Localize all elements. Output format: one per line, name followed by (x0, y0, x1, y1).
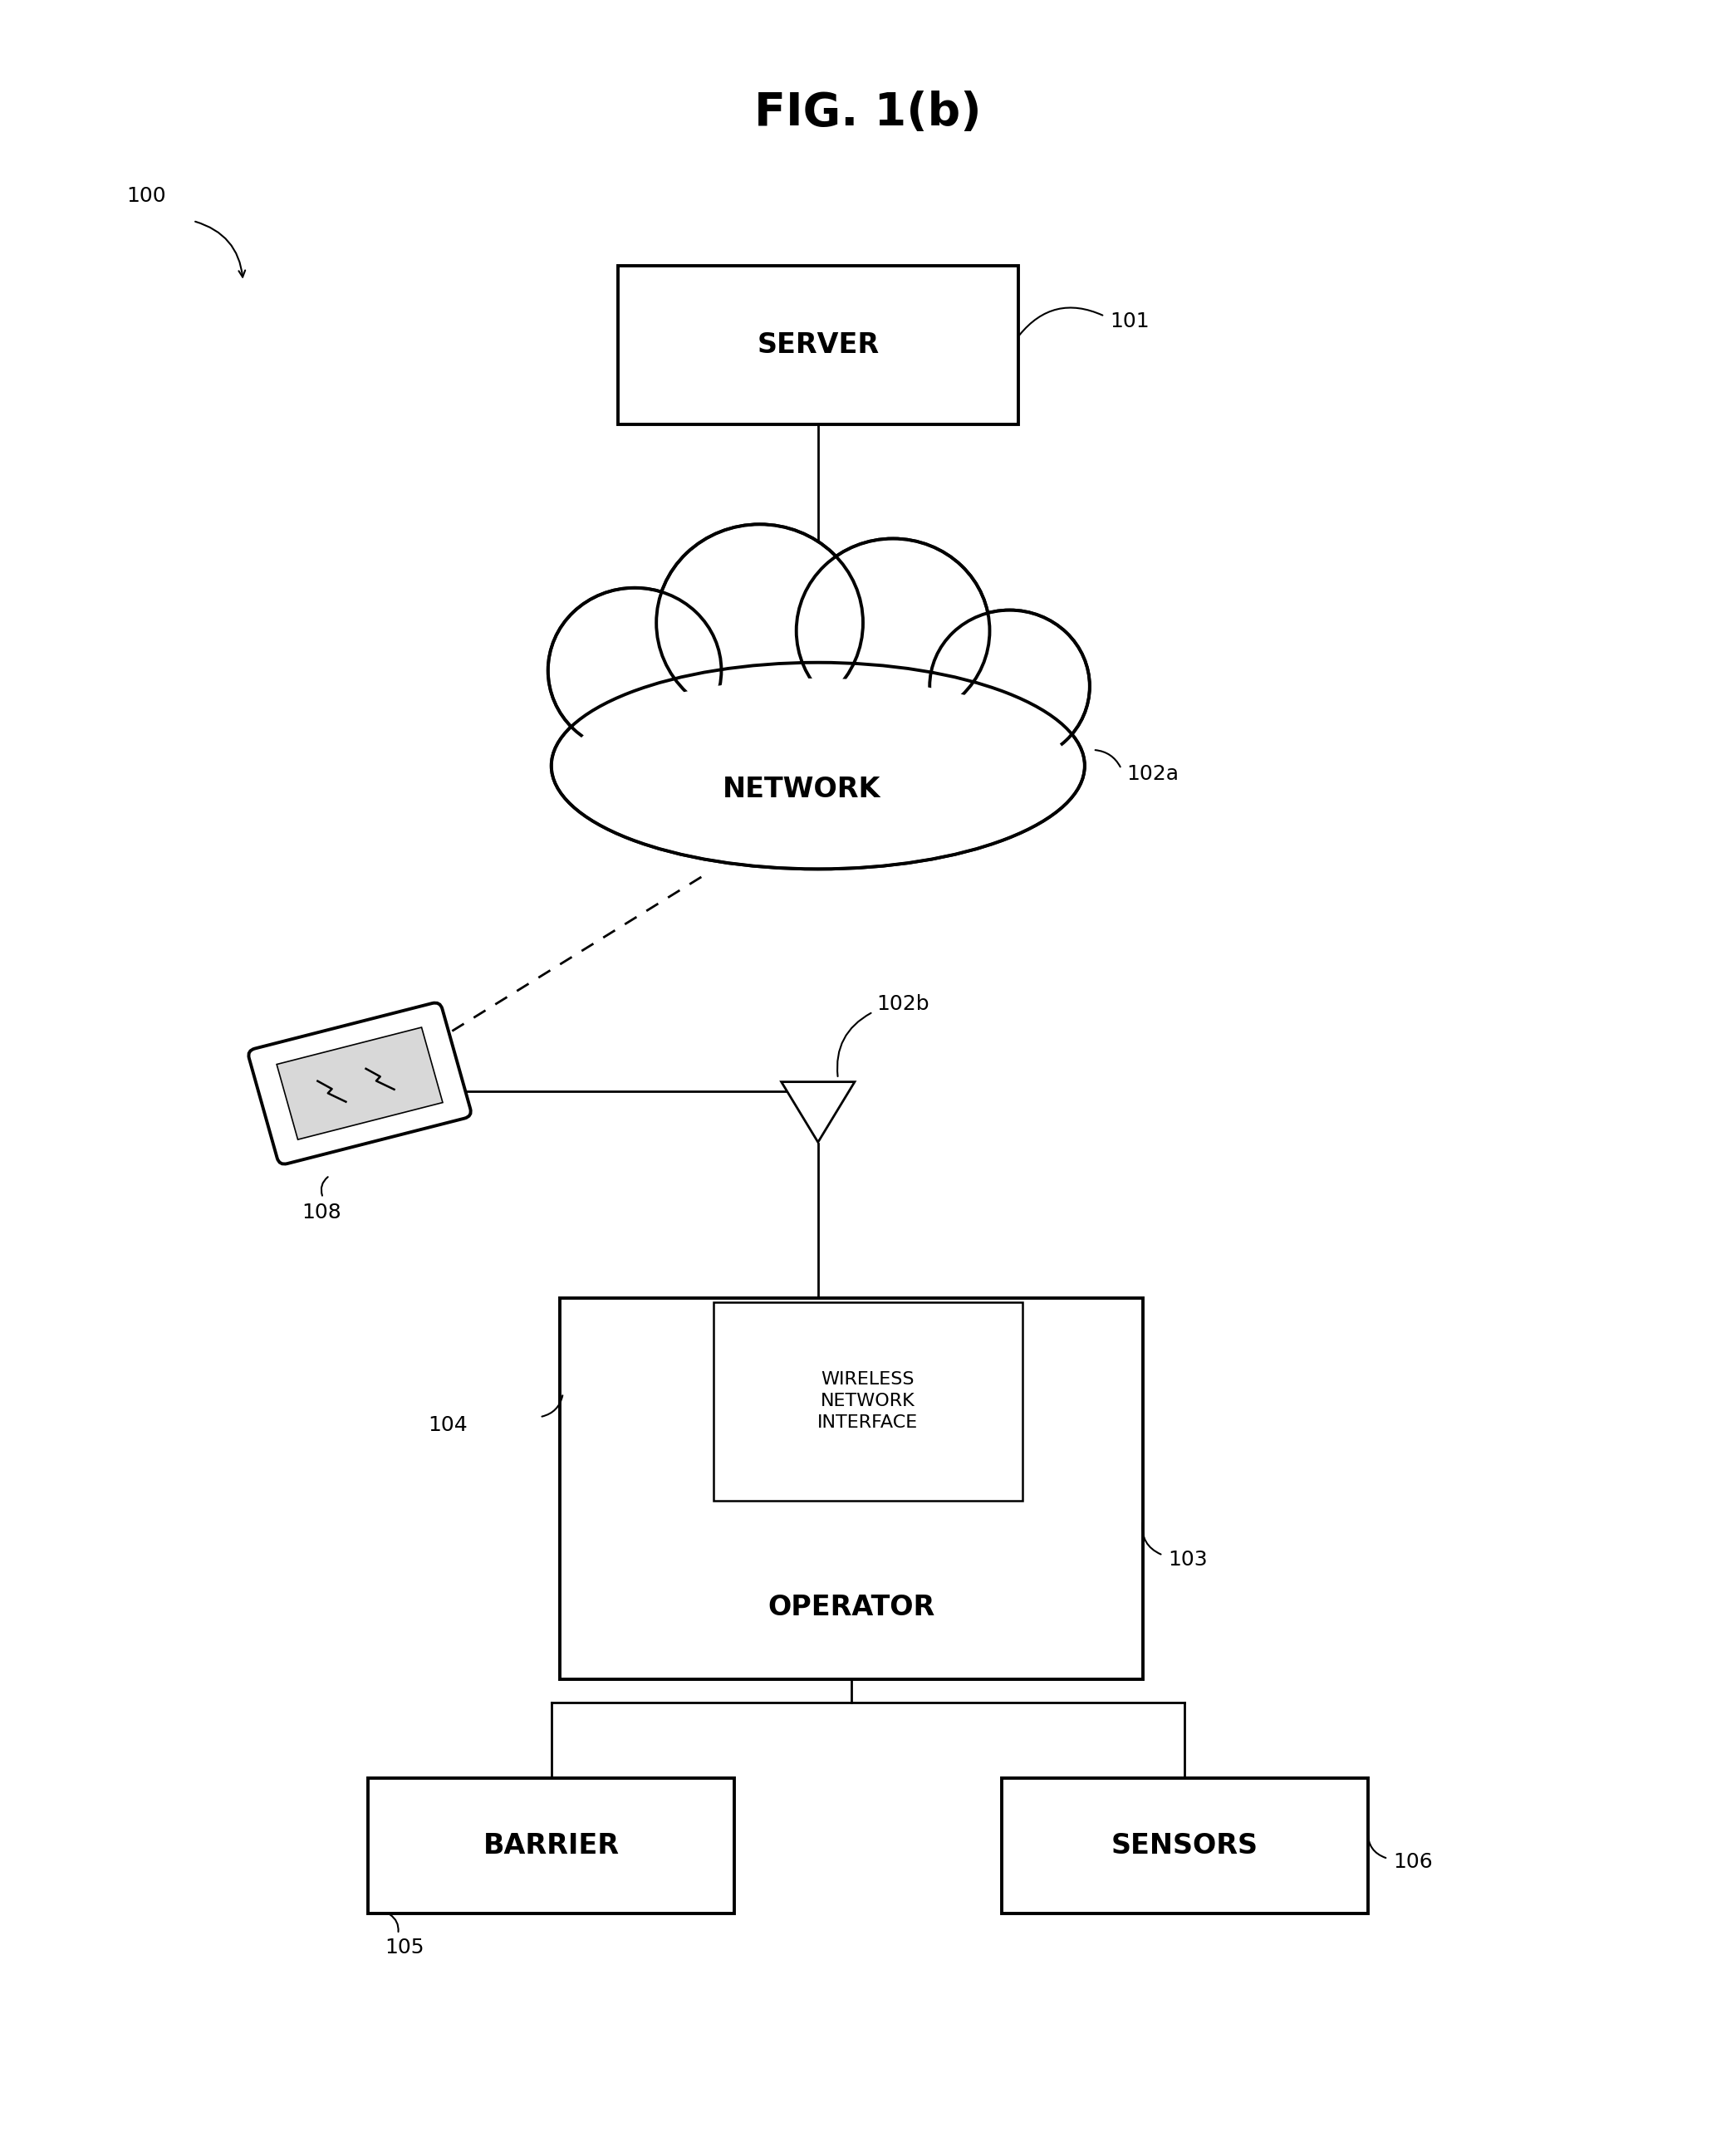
Text: WIRELESS
NETWORK
INTERFACE: WIRELESS NETWORK INTERFACE (818, 1370, 918, 1430)
Circle shape (797, 538, 990, 723)
Text: 102b: 102b (877, 994, 929, 1013)
FancyArrowPatch shape (1019, 308, 1102, 336)
Text: BARRIER: BARRIER (483, 1833, 620, 1861)
Ellipse shape (552, 663, 1085, 869)
Polygon shape (781, 1082, 854, 1142)
FancyBboxPatch shape (618, 265, 1017, 424)
Ellipse shape (554, 665, 1083, 867)
FancyArrowPatch shape (391, 1914, 398, 1932)
Text: 104: 104 (429, 1415, 469, 1435)
FancyArrowPatch shape (1142, 1523, 1161, 1555)
Text: NETWORK: NETWORK (722, 777, 880, 802)
Text: 106: 106 (1392, 1852, 1432, 1871)
Circle shape (656, 525, 863, 721)
Text: 100: 100 (127, 185, 167, 206)
FancyBboxPatch shape (1002, 1779, 1368, 1914)
Ellipse shape (568, 678, 1068, 854)
Text: SERVER: SERVER (757, 331, 878, 359)
FancyBboxPatch shape (248, 1002, 470, 1164)
Text: SENSORS: SENSORS (1111, 1833, 1259, 1861)
Text: 105: 105 (385, 1938, 424, 1957)
FancyBboxPatch shape (713, 1301, 1023, 1501)
Circle shape (930, 611, 1088, 761)
Circle shape (799, 540, 988, 721)
FancyArrowPatch shape (194, 222, 245, 277)
Circle shape (658, 525, 861, 721)
FancyArrowPatch shape (837, 1013, 871, 1076)
Text: 101: 101 (1109, 312, 1149, 331)
Circle shape (550, 589, 720, 751)
FancyArrowPatch shape (1368, 1833, 1385, 1858)
FancyArrowPatch shape (1095, 751, 1120, 768)
Circle shape (549, 587, 722, 753)
FancyBboxPatch shape (368, 1779, 734, 1914)
Text: OPERATOR: OPERATOR (767, 1594, 936, 1622)
Circle shape (930, 611, 1090, 764)
Text: 103: 103 (1168, 1551, 1208, 1570)
FancyBboxPatch shape (276, 1028, 443, 1140)
FancyArrowPatch shape (321, 1177, 328, 1196)
Text: FIG. 1(b): FIG. 1(b) (755, 90, 981, 136)
FancyArrowPatch shape (542, 1396, 562, 1418)
Text: 108: 108 (302, 1202, 340, 1222)
Text: 102a: 102a (1127, 764, 1179, 783)
FancyBboxPatch shape (559, 1297, 1142, 1680)
